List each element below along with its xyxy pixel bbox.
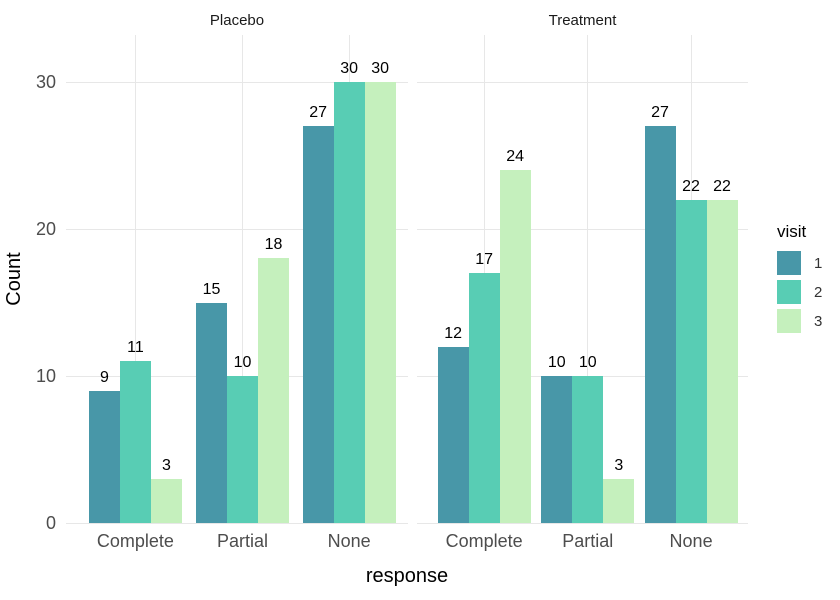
bar-value-treatment-none-visit2: 22: [682, 177, 700, 195]
bar-value-treatment-partial-visit1: 10: [547, 354, 566, 371]
bar-value-placebo-complete-visit3: 3: [161, 456, 171, 474]
legend-title: visit: [777, 222, 807, 241]
gridline-x-partial: [587, 35, 589, 523]
x-tick-label-partial: Partial: [216, 531, 268, 551]
bar-placebo-complete-visit1: [88, 390, 120, 523]
legend-entry-visit-3: 3: [777, 309, 822, 333]
gridline-x-partial: [241, 35, 243, 523]
bar-value-placebo-complete-visit2: 11: [127, 339, 144, 357]
legend: visit 1 2 3: [777, 222, 822, 338]
bar-treatment-partial-visit3: [603, 478, 635, 523]
bar-treatment-complete-visit2: [468, 273, 500, 523]
y-tick-label-20: 20: [35, 219, 56, 239]
bar-treatment-complete-visit3: [499, 170, 531, 523]
bar-treatment-none-visit3: [706, 199, 738, 523]
legend-keys: 1 2 3: [777, 251, 822, 333]
bar-placebo-partial-visit2: [226, 376, 258, 523]
gridline-y-20: [66, 228, 408, 230]
bar-value-treatment-none-visit3: 22: [713, 177, 731, 195]
x-tick-label-complete: Complete: [96, 531, 174, 551]
bar-treatment-none-visit1: [644, 126, 676, 523]
panel-treatment: 12 17 24 Complete 10 10 3 Partial 27 22 22 None: [417, 35, 748, 551]
legend-label-visit-3: 3: [814, 312, 823, 330]
x-tick-label-partial: Partial: [562, 531, 614, 551]
y-axis-title: Count: [3, 252, 25, 306]
bar-value-treatment-none-visit1: 27: [651, 104, 669, 122]
bar-placebo-complete-visit2: [119, 361, 151, 523]
x-axis-title: response: [365, 565, 449, 587]
facet-title-placebo: Placebo: [209, 12, 265, 29]
gridline-y-0: [417, 522, 748, 524]
legend-swatch-visit-3: [777, 309, 801, 333]
bar-value-placebo-none-visit1: 27: [309, 104, 328, 122]
bar-placebo-none-visit1: [302, 126, 334, 523]
y-tick-label-30: 30: [35, 72, 56, 92]
bar-value-treatment-partial-visit3: 3: [614, 456, 624, 474]
bar-value-treatment-complete-visit2: 17: [475, 251, 494, 269]
bar-placebo-partial-visit3: [257, 258, 289, 523]
legend-label-visit-1: 1: [814, 254, 823, 272]
bar-value-treatment-complete-visit1: 12: [444, 324, 463, 342]
gridline-x-complete: [134, 35, 136, 523]
bar-value-placebo-partial-visit1: 15: [202, 280, 221, 298]
legend-swatch-visit-2: [777, 280, 801, 304]
facet-title-treatment: Treatment: [548, 12, 617, 29]
bar-value-placebo-partial-visit3: 18: [264, 236, 283, 254]
bar-treatment-partial-visit1: [541, 376, 573, 523]
bar-treatment-complete-visit1: [437, 346, 469, 523]
bar-value-placebo-complete-visit1: 9: [99, 368, 109, 386]
y-tick-label-10: 10: [35, 366, 56, 386]
bar-value-placebo-none-visit3: 30: [371, 60, 390, 77]
gridline-y-20: [417, 228, 748, 230]
panel-placebo: 9 11 3 Complete 15 10 18 Partial 27 30 30 None: [66, 35, 408, 551]
y-tick-label-0: 0: [45, 513, 56, 533]
legend-label-visit-2: 2: [814, 283, 823, 301]
bar-treatment-none-visit2: [675, 199, 707, 523]
x-tick-label-none: None: [327, 531, 371, 551]
bar-value-treatment-partial-visit2: 10: [578, 354, 597, 371]
gridline-y-30: [417, 81, 748, 83]
x-tick-label-none: None: [669, 531, 713, 551]
legend-swatch-visit-1: [777, 251, 801, 275]
x-tick-label-complete: Complete: [445, 531, 523, 551]
legend-entry-visit-2: 2: [777, 280, 822, 304]
bar-treatment-partial-visit2: [572, 376, 604, 523]
bar-placebo-none-visit3: [364, 82, 396, 523]
bar-placebo-none-visit2: [333, 82, 365, 523]
bar-value-treatment-complete-visit3: 24: [506, 148, 525, 166]
bar-value-placebo-none-visit2: 30: [340, 60, 359, 77]
bar-placebo-partial-visit1: [195, 302, 227, 523]
gridline-y-0: [66, 522, 408, 524]
legend-entry-visit-1: 1: [777, 251, 822, 275]
bar-placebo-complete-visit3: [150, 478, 182, 523]
bar-value-placebo-partial-visit2: 10: [233, 354, 252, 371]
gridline-y-30: [66, 81, 408, 83]
